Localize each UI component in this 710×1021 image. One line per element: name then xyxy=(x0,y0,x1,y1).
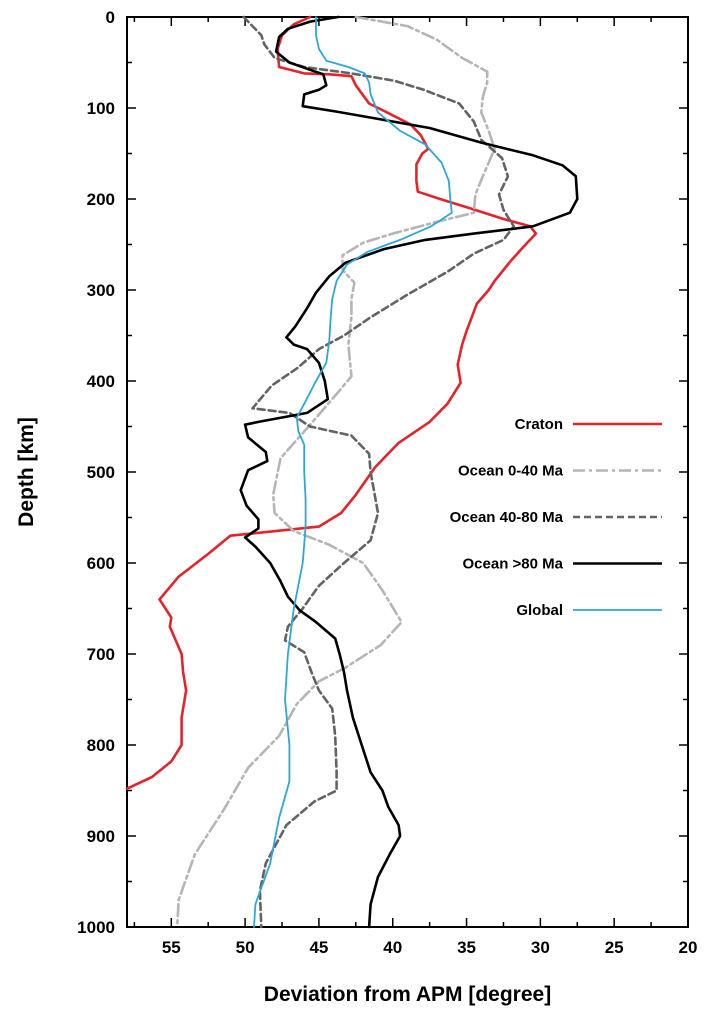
legend-label: Craton xyxy=(515,416,563,433)
y-ticks: 0 100 200 300 400 500 600 700 800 900 1000 xyxy=(77,8,688,937)
y-tick-label: 200 xyxy=(87,190,115,209)
series-line-global xyxy=(253,16,453,928)
series-line-ocean-40-80-ma xyxy=(242,15,516,929)
axes-frame xyxy=(126,16,689,928)
plot-frame xyxy=(126,16,689,928)
y-tick-label: 700 xyxy=(87,645,115,664)
x-tick-label: 20 xyxy=(679,938,698,957)
series-layer xyxy=(125,15,579,929)
y-tick-label: 100 xyxy=(87,99,115,118)
y-axis-title: Depth [km] xyxy=(15,417,38,527)
legend-label: Ocean >80 Ma xyxy=(463,556,564,573)
x-ticks: 55 50 45 40 35 30 25 20 xyxy=(133,17,698,957)
x-tick-label: 25 xyxy=(605,938,624,957)
x-tick-label: 50 xyxy=(236,938,255,957)
x-tick-label: 55 xyxy=(162,938,181,957)
series-line-ocean-80-ma xyxy=(239,15,579,929)
x-tick-label: 30 xyxy=(531,938,550,957)
series-line-ocean-0-40-ma xyxy=(175,15,496,929)
series-line-craton xyxy=(125,15,538,790)
y-tick-label: 900 xyxy=(87,827,115,846)
legend-label: Ocean 40-80 Ma xyxy=(450,509,564,526)
legend-label: Ocean 0-40 Ma xyxy=(458,463,564,480)
y-tick-label: 500 xyxy=(87,463,115,482)
x-axis-title: Deviation from APM [degree] xyxy=(264,983,551,1006)
y-tick-label: 400 xyxy=(87,372,115,391)
x-tick-label: 40 xyxy=(383,938,402,957)
legend-label: Global xyxy=(516,602,563,619)
x-tick-label: 35 xyxy=(457,938,476,957)
y-tick-label: 0 xyxy=(106,8,115,27)
legend: Craton Ocean 0-40 Ma Ocean 40-80 Ma Ocean >… xyxy=(450,416,662,619)
y-tick-label: 800 xyxy=(87,736,115,755)
y-tick-label: 300 xyxy=(87,281,115,300)
y-tick-label: 600 xyxy=(87,554,115,573)
x-tick-label: 45 xyxy=(309,938,328,957)
y-tick-label: 1000 xyxy=(77,918,115,937)
